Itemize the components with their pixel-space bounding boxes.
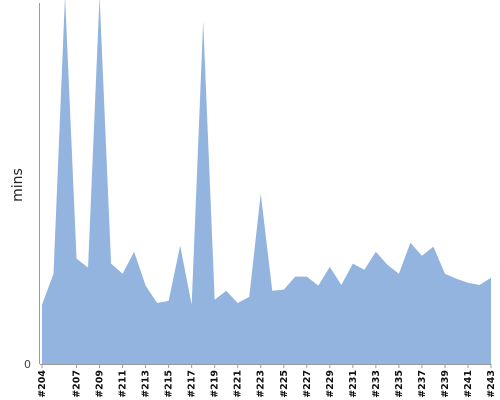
x-tick-label: #229	[325, 370, 336, 398]
x-tick-label: #233	[371, 370, 382, 398]
x-tick-label: #215	[164, 370, 175, 398]
x-tick-label: #219	[210, 370, 221, 398]
x-tick-label: #204	[37, 370, 48, 398]
x-tick-label: #221	[233, 370, 244, 398]
x-tick-label: #209	[95, 370, 106, 398]
x-axis-ticks: #204 #207 #209 #211 #213 #215 #217 #219 #221 #223…	[37, 364, 497, 398]
x-tick-label: #207	[72, 370, 83, 398]
x-tick-label: #243	[486, 370, 497, 398]
x-tick-label: #217	[187, 370, 198, 398]
area-series	[41, 0, 492, 364]
x-tick-label: #213	[141, 370, 152, 398]
x-tick-label: #241	[463, 370, 474, 398]
x-tick-label: #239	[440, 370, 451, 398]
y-tick-label: 0	[24, 358, 31, 371]
x-tick-label: #211	[118, 370, 129, 398]
y-axis-label: mins	[10, 168, 26, 202]
area-fill	[42, 0, 491, 364]
x-tick-label: #231	[348, 370, 359, 398]
x-tick-label: #225	[279, 370, 290, 398]
x-tick-label: #235	[394, 370, 405, 398]
x-tick-label: #237	[417, 370, 428, 398]
x-tick-label: #223	[256, 370, 267, 398]
x-tick-label: #227	[302, 370, 313, 398]
